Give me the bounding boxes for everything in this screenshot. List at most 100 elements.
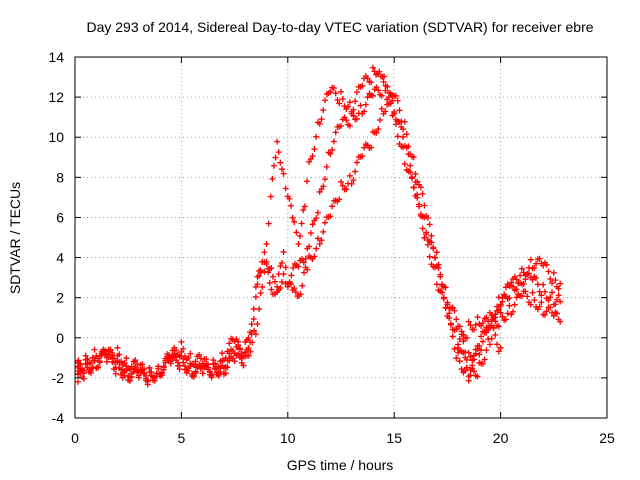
data-point <box>373 129 380 136</box>
data-point <box>527 301 534 308</box>
data-point <box>492 318 499 325</box>
data-point <box>497 344 504 351</box>
data-point <box>280 170 287 177</box>
data-point <box>384 83 391 90</box>
data-point <box>224 348 231 355</box>
data-point <box>378 92 385 99</box>
data-point <box>410 184 417 191</box>
data-point <box>208 371 215 378</box>
data-point <box>270 162 277 169</box>
data-point <box>510 308 517 315</box>
data-point <box>488 335 495 342</box>
data-point <box>320 107 327 114</box>
data-point <box>116 359 123 366</box>
data-point <box>421 234 428 241</box>
data-point <box>95 364 102 371</box>
data-point <box>272 290 279 297</box>
data-point <box>318 237 325 244</box>
data-point <box>338 178 344 185</box>
data-point <box>440 295 447 302</box>
data-point <box>268 286 275 293</box>
data-point <box>185 355 192 362</box>
data-point <box>368 79 375 86</box>
data-point <box>362 101 369 108</box>
data-point <box>497 309 504 316</box>
data-point <box>451 307 458 314</box>
data-point <box>299 282 306 289</box>
data-point <box>265 269 272 276</box>
data-point <box>536 303 543 310</box>
data-point <box>215 363 222 370</box>
data-point <box>269 273 276 280</box>
data-point <box>103 358 110 365</box>
data-point <box>471 368 477 375</box>
y-tick-label: 4 <box>56 250 64 266</box>
data-point <box>338 123 344 130</box>
data-point <box>536 288 543 295</box>
data-point <box>259 283 266 290</box>
data-point <box>278 278 285 285</box>
data-point <box>449 333 456 340</box>
data-point <box>174 362 181 369</box>
data-point <box>118 366 125 373</box>
data-point <box>547 304 554 311</box>
data-point <box>77 361 84 368</box>
data-point <box>222 355 229 362</box>
data-point <box>408 175 415 182</box>
data-point <box>550 269 557 276</box>
data-point <box>245 345 252 352</box>
data-point <box>545 268 552 275</box>
data-point <box>249 339 256 346</box>
data-point <box>463 356 470 363</box>
data-point <box>364 94 371 101</box>
data-point <box>329 203 336 210</box>
data-point <box>203 356 210 363</box>
data-point <box>180 359 187 366</box>
data-point <box>82 360 89 367</box>
data-point <box>465 318 472 325</box>
data-point <box>543 308 550 315</box>
data-point <box>277 159 284 166</box>
data-point <box>80 367 87 374</box>
data-point <box>433 281 440 288</box>
data-point <box>313 245 320 252</box>
data-point <box>552 301 559 308</box>
data-point <box>524 293 531 300</box>
data-point <box>518 265 525 272</box>
data-point <box>346 172 353 179</box>
data-point <box>263 258 270 265</box>
data-point <box>304 266 311 273</box>
data-point <box>240 362 247 369</box>
data-point <box>401 160 408 167</box>
data-point <box>231 358 238 365</box>
x-axis-label: GPS time / hours <box>287 457 394 473</box>
data-point <box>190 373 197 380</box>
data-point <box>139 366 146 373</box>
data-point <box>525 270 532 277</box>
data-point <box>391 110 398 117</box>
data-point <box>142 377 149 384</box>
data-point <box>196 351 203 358</box>
data-point <box>517 272 524 279</box>
data-point <box>320 183 327 190</box>
data-point <box>330 84 337 91</box>
data-point <box>495 306 502 313</box>
data-point <box>368 144 375 151</box>
data-point <box>180 345 187 352</box>
data-point <box>339 182 346 189</box>
data-point <box>456 358 463 365</box>
data-point <box>176 366 183 373</box>
data-point <box>190 362 197 369</box>
data-point <box>520 280 527 287</box>
data-point <box>160 366 167 373</box>
y-tick-label: 8 <box>56 169 64 185</box>
data-point <box>401 118 408 125</box>
data-point <box>254 273 261 280</box>
data-point <box>300 259 307 266</box>
data-point <box>513 276 520 283</box>
data-point <box>421 202 428 209</box>
data-point <box>381 73 388 80</box>
data-point <box>531 297 538 304</box>
data-point <box>529 289 536 296</box>
data-point <box>316 241 323 248</box>
